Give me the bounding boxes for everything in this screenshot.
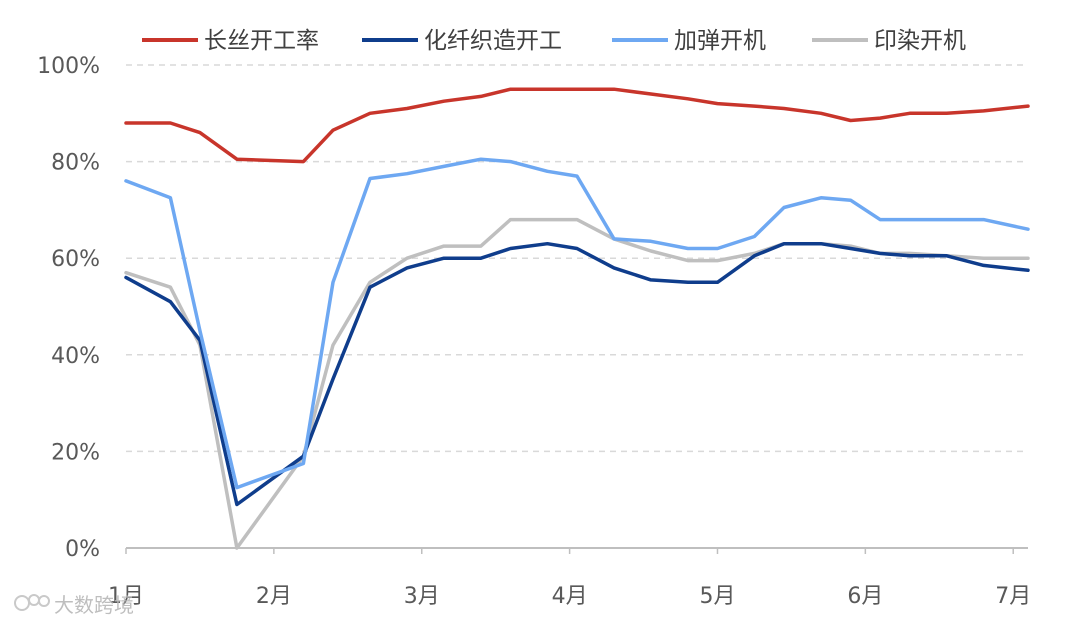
y-tick-label: 20% [51, 440, 100, 465]
x-tick-label: 4月 [552, 584, 588, 609]
watermark-logo-text: 大数跨境 [54, 593, 134, 617]
watermark: 大数跨境 [14, 593, 134, 617]
x-tick-label: 5月 [699, 584, 735, 609]
series-line-0 [124, 87, 1030, 164]
legend-label: 化纤织造开工 [424, 28, 562, 54]
series-line-1 [124, 241, 1030, 507]
x-tick-label: 2月 [256, 584, 292, 609]
y-tick-label: 100% [37, 54, 100, 79]
y-axis-ticks: 0% 20% 40% 60% 80% 100% [37, 54, 100, 562]
y-tick-label: 80% [51, 151, 100, 176]
series-line-2 [124, 157, 1030, 490]
y-tick-label: 40% [51, 344, 100, 369]
x-tick-label: 1月 [108, 584, 144, 609]
legend-label: 加弹开机 [674, 28, 766, 54]
series-line-3 [124, 217, 1030, 550]
y-tick-label: 0% [65, 537, 100, 562]
x-axis: 1月 2月 3月 4月 5月 6月 7月 [108, 547, 1031, 609]
legend-label: 印染开机 [874, 28, 966, 54]
legend-label: 长丝开工率 [204, 28, 319, 54]
x-tick-label: 7月 [995, 584, 1031, 609]
series-lines [124, 87, 1030, 550]
x-tick-label: 6月 [847, 584, 883, 609]
y-tick-label: 60% [51, 247, 100, 272]
camera-flower-icon [14, 594, 50, 611]
legend: 长丝开工率 化纤织造开工 加弹开机 印染开机 [142, 28, 966, 54]
x-tick-label: 3月 [404, 584, 440, 609]
grid-lines [126, 64, 1028, 453]
